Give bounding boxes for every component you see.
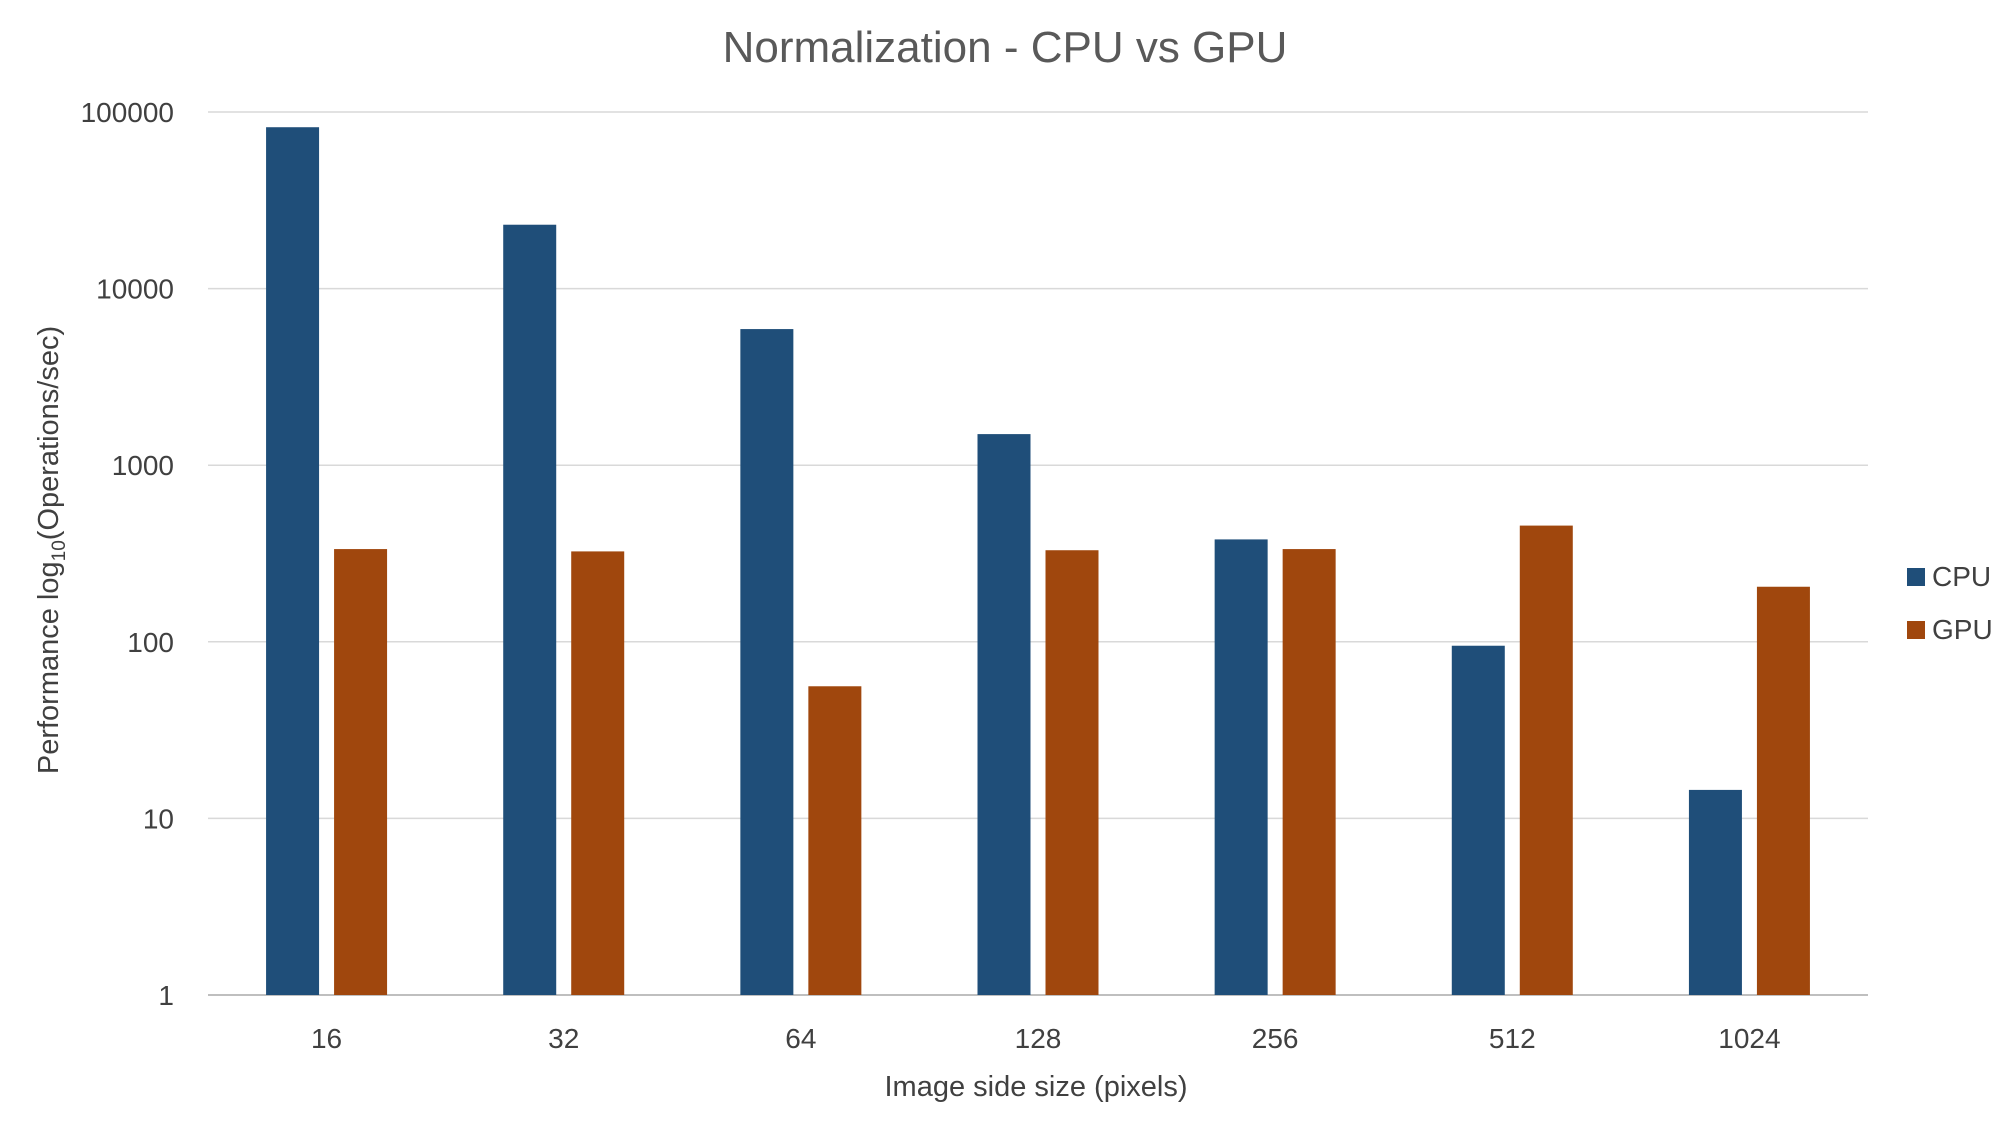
y-axis-label-tail: (Operations/sec) <box>33 326 65 540</box>
bar-cpu-512 <box>1451 645 1505 995</box>
y-axis-label: Performance log10(Operations/sec) <box>33 326 70 774</box>
bar-cpu-16 <box>266 127 320 996</box>
x-axis-label: Image side size (pixels) <box>885 1071 1188 1103</box>
bars <box>266 127 1810 996</box>
chart-title: Normalization - CPU vs GPU <box>723 23 1288 72</box>
legend: CPU GPU <box>1907 561 1993 645</box>
legend-label-gpu: GPU <box>1932 614 1993 645</box>
gridlines <box>208 111 1868 996</box>
bar-gpu-16 <box>334 549 388 995</box>
y-axis-label-main: Performance log <box>33 561 65 774</box>
x-tick-labels: 16 32 64 128 256 512 1024 <box>311 1023 1781 1054</box>
x-tick-label: 1024 <box>1718 1023 1780 1054</box>
x-tick-label: 64 <box>785 1023 816 1054</box>
y-tick-label: 1000 <box>112 450 174 481</box>
legend-swatch-gpu <box>1907 621 1925 639</box>
y-tick-label: 100 <box>127 627 174 658</box>
legend-label-cpu: CPU <box>1932 561 1991 592</box>
bar-cpu-128 <box>977 434 1031 995</box>
bar-cpu-32 <box>503 224 557 995</box>
y-tick-labels: 1 10 100 1000 10000 100000 <box>81 97 174 1011</box>
x-tick-label: 128 <box>1015 1023 1062 1054</box>
x-tick-label: 512 <box>1489 1023 1536 1054</box>
bar-gpu-256 <box>1282 549 1336 995</box>
y-tick-label: 10 <box>143 803 174 834</box>
bar-cpu-1024 <box>1688 789 1742 995</box>
y-tick-label: 10000 <box>96 274 174 305</box>
x-tick-label: 256 <box>1252 1023 1299 1054</box>
y-axis-label-subscript: 10 <box>49 540 70 561</box>
bar-gpu-64 <box>808 686 862 995</box>
x-tick-label: 32 <box>548 1023 579 1054</box>
bar-cpu-64 <box>740 329 794 996</box>
bar-gpu-128 <box>1045 550 1099 995</box>
bar-cpu-256 <box>1214 539 1268 995</box>
bar-gpu-32 <box>571 551 625 995</box>
bar-gpu-512 <box>1519 525 1573 995</box>
bar-gpu-1024 <box>1756 586 1810 995</box>
legend-swatch-cpu <box>1907 568 1925 586</box>
y-tick-label: 1 <box>158 980 174 1011</box>
y-tick-label: 100000 <box>81 97 174 128</box>
x-tick-label: 16 <box>311 1023 342 1054</box>
